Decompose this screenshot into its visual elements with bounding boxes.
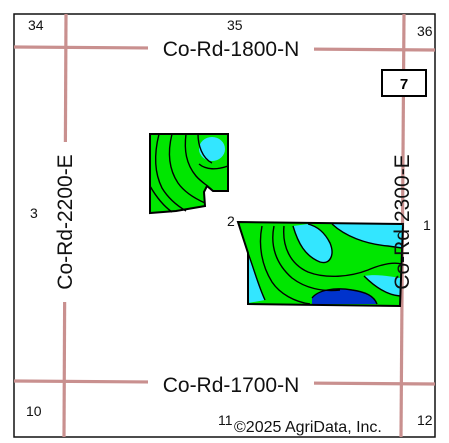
field-south-contour-7 [363, 275, 401, 297]
field-north-contour-5 [197, 133, 213, 164]
field-north-cyan-patch [199, 137, 225, 161]
township-badge: 7 [381, 69, 427, 97]
field-south-contour-8 [311, 288, 378, 305]
field-south-outline [236, 220, 405, 308]
field-south-cyan-north [332, 224, 402, 248]
section-number-nw: 34 [28, 17, 44, 33]
field-south-contour-5 [331, 223, 403, 249]
field-south-cyan-east [364, 275, 400, 296]
road-label-south-bg [148, 372, 314, 398]
township-badge-box [381, 69, 427, 97]
road-label-west: Co-Rd-2200-E [54, 154, 77, 289]
field-north-contour-1 [154, 133, 187, 212]
township-badge-number: 7 [400, 76, 408, 93]
road-label-north-bg [148, 36, 314, 62]
field-south-cyan-valley [293, 224, 332, 263]
field-south-contour-1 [259, 225, 311, 305]
field-south-contour-6 [247, 252, 266, 301]
section-number-sw: 10 [26, 403, 42, 419]
road-label-east: Co-Rd-2300-E [391, 154, 414, 289]
field-south-label: 2 [227, 213, 235, 229]
section-number-w: 3 [30, 205, 38, 221]
road-label-north: Co-Rd-1800-N [163, 38, 300, 61]
field-south-contour-3 [283, 225, 403, 277]
field-south-blue-depression [312, 288, 377, 304]
field-north-contour-2 [168, 133, 206, 204]
field-south-base [238, 222, 403, 306]
road-label-south: Co-Rd-1700-N [163, 374, 300, 397]
section-number-ne: 36 [417, 23, 433, 39]
field-south[interactable] [236, 220, 405, 308]
field-north[interactable] [149, 133, 229, 215]
road-label-west-bg [52, 142, 76, 302]
section-number-s: 11 [218, 412, 233, 428]
field-south-contour-4 [292, 223, 333, 264]
section-number-n: 35 [227, 17, 243, 33]
section-number-e: 1 [423, 217, 431, 233]
field-north-contour-4 [198, 163, 229, 170]
copyright-notice: ©2025 AgriData, Inc. [234, 419, 382, 436]
section-number-se: 12 [417, 412, 433, 428]
field-north-outline [149, 133, 229, 215]
